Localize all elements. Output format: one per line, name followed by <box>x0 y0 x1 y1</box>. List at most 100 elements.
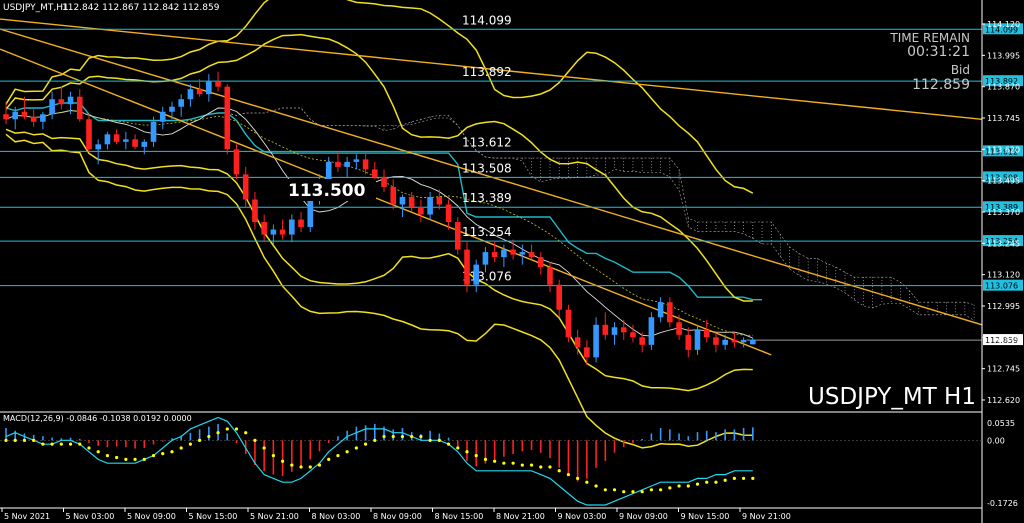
macd-signal-dot <box>742 476 746 480</box>
candle-body <box>418 206 424 215</box>
macd-signal-dot <box>677 484 681 488</box>
time-tick-label: 5 Nov 15:00 <box>189 512 238 521</box>
time-tick-label: 9 Nov 03:00 <box>558 512 607 521</box>
candle-body <box>95 144 101 150</box>
level-axis-tag <box>983 201 1023 213</box>
macd-signal-dot <box>271 453 275 458</box>
level-axis-tag <box>983 171 1023 183</box>
time-tick-label: 9 Nov 15:00 <box>681 512 730 521</box>
candle-body <box>501 249 507 258</box>
macd-signal-dot <box>41 442 45 446</box>
price-tick-label: 113.120 <box>987 271 1020 280</box>
candle-body <box>123 139 129 142</box>
candle-body <box>169 106 175 112</box>
macd-signal-dot <box>382 434 386 439</box>
macd-signal-dot <box>317 463 322 467</box>
time-tick-label: 5 Nov 21:00 <box>250 512 299 521</box>
macd-signal-dot <box>262 446 266 450</box>
symbol-timeframe: USDJPY_MT,H1 <box>3 3 69 13</box>
kijun-line <box>5 102 762 301</box>
macd-signal-dot <box>336 453 340 458</box>
candle-body <box>150 121 157 142</box>
candle-body <box>67 96 74 105</box>
macd-panel: 0.0535 0.00 -0.1726 <box>0 416 1018 508</box>
price-tick-label: 113.995 <box>987 51 1020 60</box>
candle-body <box>141 141 148 147</box>
candle-body <box>639 337 645 345</box>
macd-signal-dot <box>419 434 423 439</box>
price-tick-label: 114.120 <box>987 20 1020 29</box>
macd-signal-dot <box>456 446 460 450</box>
level-label: 113.612 <box>462 135 512 149</box>
level-axis-tag <box>983 23 1023 35</box>
band-outer-lower <box>5 133 753 449</box>
time-tick-label: 5 Nov 03:00 <box>66 512 115 521</box>
macd-signal-dot <box>668 486 672 490</box>
macd-signal-dot <box>345 450 349 454</box>
price-tick-label: 113.620 <box>987 145 1020 154</box>
macd-signal-dot <box>50 442 54 446</box>
level-label: 113.892 <box>462 65 512 79</box>
candle-body <box>445 204 452 223</box>
macd-label: MACD(12,26,9) -0.0846 -0.1038 0.0192 0.0… <box>3 414 192 423</box>
level-label: 113.389 <box>462 191 512 205</box>
candle-body <box>187 89 194 100</box>
level-label: 114.099 <box>462 13 512 27</box>
candle-body <box>676 322 682 335</box>
macd-signal-dot <box>78 442 82 446</box>
macd-signal-dot <box>354 446 358 450</box>
candle-body <box>740 339 747 343</box>
macd-signal-dot <box>363 442 368 446</box>
candle-body <box>261 222 267 235</box>
macd-signal-dot <box>410 434 414 439</box>
macd-signal-dot <box>96 450 100 454</box>
macd-signal-dot <box>59 442 63 446</box>
macd-signal-dot <box>520 463 524 467</box>
level-axis-tag <box>983 145 1023 157</box>
price-tick-label: 113.495 <box>987 177 1020 186</box>
candle-body <box>335 161 341 167</box>
macd-signal-dot <box>68 442 73 446</box>
moving-average <box>5 107 753 339</box>
macd-signal-dot <box>714 480 718 484</box>
macd-signal-dot <box>446 442 451 446</box>
macd-signal-dot <box>659 488 663 492</box>
candle-body <box>408 196 415 207</box>
level-axis-tag <box>983 279 1023 291</box>
price-tick-label: 113.870 <box>987 83 1020 92</box>
candle-body <box>196 89 203 95</box>
band-outer-upper <box>5 0 754 194</box>
candle-body <box>528 252 535 258</box>
macd-tick-label: -0.1726 <box>987 499 1018 508</box>
level-axis-label: 113.612 <box>985 147 1018 156</box>
price-tick-label: 113.745 <box>987 114 1020 123</box>
candle-body <box>104 134 111 145</box>
candle-body <box>58 99 65 105</box>
macd-signal-dot <box>594 484 598 488</box>
candle-body <box>159 111 166 122</box>
macd-signal-dot <box>234 427 239 431</box>
macd-signal-dot <box>87 446 91 450</box>
trend-line-upper <box>0 18 983 120</box>
macd-signal-dot <box>723 478 727 482</box>
ohlc-readout: 112.842 112.867 112.842 112.859 <box>62 3 220 13</box>
macd-signal-dot <box>133 457 137 461</box>
candle-body <box>381 176 387 187</box>
candle-body <box>21 111 28 117</box>
macd-signal-dot <box>686 484 690 488</box>
macd-signal-dot <box>474 453 478 458</box>
candle-body <box>233 149 240 175</box>
candle-body <box>12 111 19 120</box>
macd-signal-dot <box>483 457 488 461</box>
macd-signal-dot <box>216 431 220 435</box>
candle-body <box>648 317 655 345</box>
candle-body <box>224 86 231 150</box>
band-inner-lower <box>5 128 753 392</box>
candle-body <box>556 284 562 310</box>
candle-body <box>667 302 673 323</box>
macd-signal-dot <box>705 480 709 484</box>
macd-signal-dot <box>566 472 571 477</box>
macd-signal-dot <box>22 438 27 442</box>
candle-body <box>298 219 304 228</box>
macd-signal-dot <box>612 488 617 492</box>
